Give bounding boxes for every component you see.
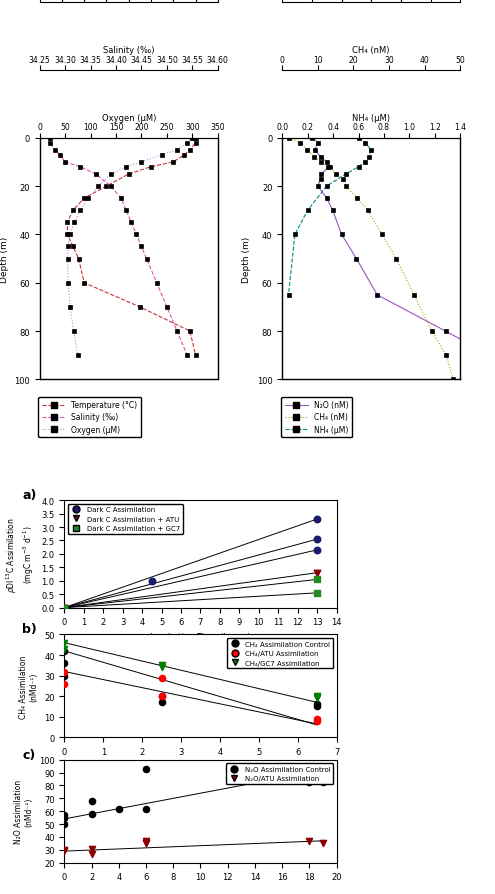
- Point: [305, 774, 313, 789]
- Point: [319, 774, 327, 789]
- Point: [60, 601, 68, 615]
- X-axis label: Incubation Time (hours): Incubation Time (hours): [150, 632, 251, 641]
- Point: [142, 834, 150, 848]
- Point: [313, 689, 321, 704]
- Point: [313, 691, 321, 705]
- Point: [88, 806, 96, 821]
- Text: a): a): [22, 488, 37, 502]
- Point: [60, 601, 68, 615]
- Point: [60, 811, 68, 825]
- X-axis label: Oxygen (μM): Oxygen (μM): [101, 114, 156, 122]
- Point: [157, 670, 165, 685]
- Y-axis label: CH₄ Assimilation
(nMd⁻¹): CH₄ Assimilation (nMd⁻¹): [19, 654, 39, 718]
- Legend: N₂O Assimilation Control, N₂O/ATU Assimilation: N₂O Assimilation Control, N₂O/ATU Assimi…: [226, 763, 333, 784]
- Point: [142, 836, 150, 850]
- Point: [60, 644, 68, 658]
- Point: [157, 689, 165, 704]
- Point: [157, 696, 165, 710]
- Point: [88, 847, 96, 861]
- X-axis label: Salinity (‰): Salinity (‰): [103, 46, 154, 55]
- Point: [313, 512, 321, 527]
- Point: [157, 661, 165, 675]
- Point: [88, 794, 96, 808]
- Legend: Temperature (°C), Salinity (‰), Oxygen (μM): Temperature (°C), Salinity (‰), Oxygen (…: [39, 397, 141, 438]
- Point: [60, 642, 68, 656]
- Point: [148, 574, 156, 588]
- Point: [142, 802, 150, 816]
- Legend: N₂O (nM), CH₄ (nM), NH₄ (μM): N₂O (nM), CH₄ (nM), NH₄ (μM): [281, 397, 352, 438]
- Point: [313, 566, 321, 580]
- Point: [60, 656, 68, 670]
- Point: [313, 697, 321, 712]
- Legend: CH₄ Assimilation Control, CH₄/ATU Assimilation, CH₄/GC7 Assimilation: CH₄ Assimilation Control, CH₄/ATU Assimi…: [227, 638, 333, 669]
- Point: [60, 677, 68, 691]
- Y-axis label: $\rho$DI$^{13}$C Assimilation
(mgC m$^{-3}$ d$^{-1}$): $\rho$DI$^{13}$C Assimilation (mgC m$^{-…: [5, 517, 36, 592]
- Y-axis label: N₂O Assimilation
(nMd⁻¹): N₂O Assimilation (nMd⁻¹): [14, 780, 33, 843]
- Point: [60, 601, 68, 615]
- Point: [88, 841, 96, 856]
- Point: [313, 712, 321, 726]
- Point: [60, 636, 68, 650]
- Point: [115, 802, 123, 816]
- Text: c): c): [22, 748, 36, 761]
- X-axis label: NH₄ (μM): NH₄ (μM): [352, 114, 390, 122]
- Point: [313, 533, 321, 547]
- Point: [60, 808, 68, 822]
- Point: [142, 762, 150, 776]
- Point: [60, 669, 68, 683]
- Point: [157, 689, 165, 704]
- Point: [60, 817, 68, 831]
- Y-axis label: Depth (m): Depth (m): [0, 236, 8, 283]
- Point: [313, 714, 321, 729]
- X-axis label: Incubation Time (hours): Incubation Time (hours): [150, 762, 251, 771]
- Point: [319, 836, 327, 850]
- Point: [157, 658, 165, 672]
- Point: [305, 834, 313, 848]
- Point: [313, 586, 321, 601]
- X-axis label: CH₄ (nM): CH₄ (nM): [352, 46, 390, 55]
- Point: [60, 843, 68, 857]
- Point: [142, 836, 150, 850]
- Text: b): b): [22, 623, 37, 636]
- Point: [60, 664, 68, 679]
- Point: [305, 762, 313, 776]
- Point: [60, 844, 68, 858]
- Point: [313, 572, 321, 586]
- Point: [313, 544, 321, 558]
- Point: [313, 699, 321, 713]
- Y-axis label: Depth (m): Depth (m): [242, 236, 251, 283]
- Legend: Dark C Assimilation, Dark C Assimilation + ATU, Dark C Assimilation + GC7: Dark C Assimilation, Dark C Assimilation…: [68, 504, 183, 535]
